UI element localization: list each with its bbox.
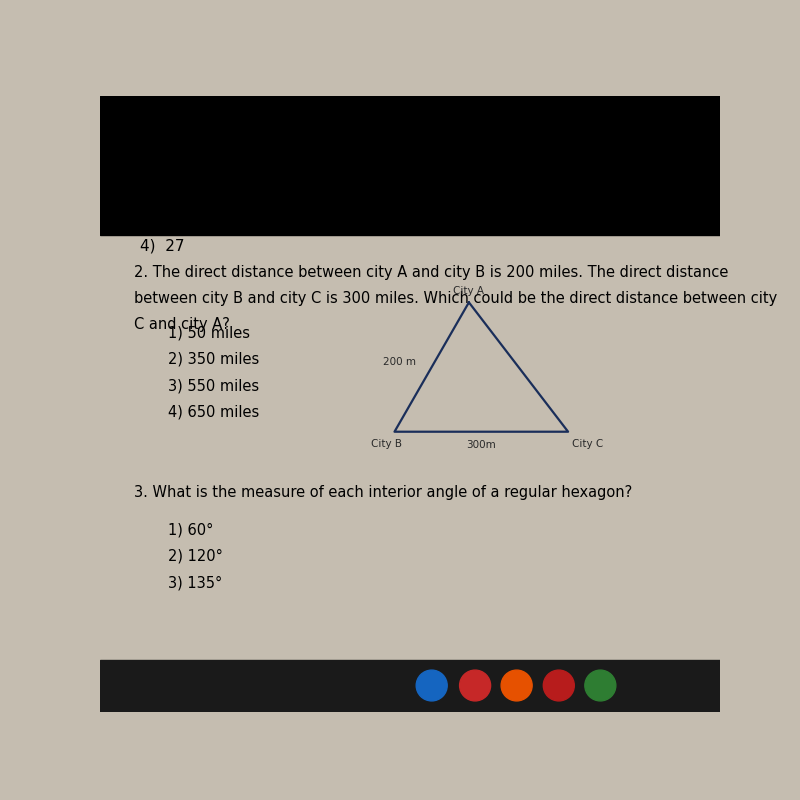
Text: 4)  27: 4) 27 [140,239,185,254]
Text: 3) 135°: 3) 135° [168,575,222,590]
Text: 2) 350 miles: 2) 350 miles [168,352,259,366]
Text: between city B and city C is 300 miles. Which could be the direct distance betwe: between city B and city C is 300 miles. … [134,291,778,306]
Circle shape [416,670,447,701]
Text: 300m: 300m [466,440,496,450]
Text: City A: City A [453,286,484,296]
Text: 3. What is the measure of each interior angle of a regular hexagon?: 3. What is the measure of each interior … [134,486,632,500]
Circle shape [459,670,490,701]
Text: C and city A?: C and city A? [134,317,230,332]
Bar [100,660,720,712]
Text: 1) 50 miles: 1) 50 miles [168,325,250,340]
Text: City C: City C [573,439,604,449]
Text: 200 m: 200 m [383,357,416,367]
Circle shape [543,670,574,701]
Text: 1) 60°: 1) 60° [168,522,214,538]
Text: 4) 650 miles: 4) 650 miles [168,405,259,420]
Text: City B: City B [371,439,402,449]
Text: 3) 550 miles: 3) 550 miles [168,378,259,393]
Bar [100,96,720,234]
Circle shape [585,670,616,701]
Text: 2) 120°: 2) 120° [168,549,223,564]
Text: 2. The direct distance between city A and city B is 200 miles. The direct distan: 2. The direct distance between city A an… [134,266,729,281]
Circle shape [501,670,532,701]
